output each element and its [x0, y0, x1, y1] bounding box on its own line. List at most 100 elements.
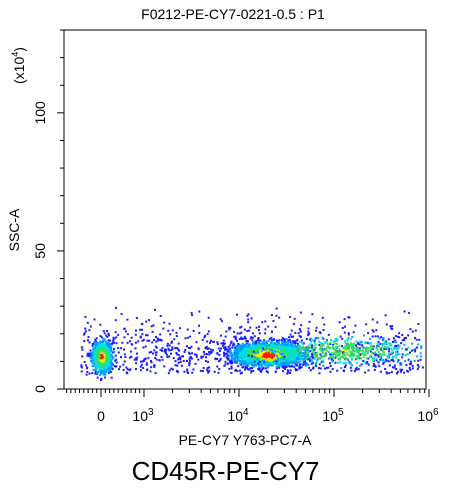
- event-dot: [182, 360, 185, 362]
- event-dot: [299, 348, 302, 351]
- event-dot: [100, 364, 103, 367]
- event-dot: [232, 344, 235, 347]
- event-dot: [103, 338, 106, 341]
- event-dot: [246, 359, 248, 362]
- event-dot: [300, 354, 303, 357]
- event-dot: [269, 358, 272, 361]
- event-dot: [326, 342, 329, 345]
- event-dot: [344, 354, 347, 357]
- event-dot: [315, 326, 318, 329]
- event-dot: [261, 321, 264, 324]
- event-dot: [208, 369, 211, 372]
- event-dot: [268, 347, 271, 350]
- event-dot: [298, 334, 301, 337]
- event-dot: [94, 362, 97, 365]
- event-dot: [285, 364, 288, 367]
- event-dot: [195, 353, 198, 356]
- event-dot: [243, 363, 246, 366]
- event-dot: [216, 358, 219, 360]
- event-dot: [240, 351, 243, 354]
- event-dot: [88, 372, 91, 375]
- event-dot: [179, 358, 182, 361]
- event-dot: [344, 364, 347, 367]
- event-dot: [391, 341, 394, 343]
- event-dot: [108, 351, 110, 354]
- event-dot: [264, 328, 267, 331]
- event-dot: [102, 352, 105, 355]
- event-dot: [102, 340, 105, 343]
- event-dot: [253, 351, 256, 354]
- event-dot: [279, 355, 281, 358]
- event-dot: [391, 358, 394, 361]
- event-dot: [106, 342, 109, 345]
- event-dot: [103, 359, 106, 362]
- event-dot: [363, 353, 366, 356]
- event-dot: [166, 344, 169, 347]
- event-dot: [269, 354, 272, 357]
- event-dot: [349, 361, 352, 364]
- event-dot: [134, 347, 137, 350]
- event-dot: [150, 359, 152, 362]
- event-dot: [275, 367, 278, 370]
- event-dot: [265, 348, 268, 351]
- event-dot: [307, 352, 310, 355]
- event-dot: [296, 368, 299, 371]
- event-dot: [94, 371, 97, 373]
- event-dot: [317, 336, 320, 339]
- event-dot: [108, 354, 111, 357]
- event-dot: [342, 349, 345, 352]
- event-dot: [321, 345, 324, 348]
- event-dot: [291, 349, 293, 352]
- event-dot: [349, 350, 352, 353]
- event-dot: [86, 352, 89, 355]
- event-dot: [334, 356, 337, 359]
- event-dot: [305, 351, 308, 353]
- event-dot: [270, 339, 273, 342]
- event-dot: [206, 367, 209, 370]
- event-dot: [234, 360, 237, 363]
- event-dot: [287, 370, 290, 373]
- event-dot: [100, 336, 103, 339]
- event-dot: [414, 329, 417, 332]
- event-dot: [259, 369, 262, 372]
- event-dot: [374, 365, 377, 368]
- event-dot: [386, 372, 389, 375]
- event-dot: [360, 345, 363, 348]
- event-dot: [300, 341, 303, 344]
- event-dot: [274, 361, 277, 364]
- event-dot: [80, 364, 83, 367]
- event-dot: [210, 348, 213, 351]
- event-dot: [92, 357, 95, 360]
- event-dot: [153, 364, 156, 367]
- event-dot: [360, 349, 363, 352]
- event-dot: [294, 344, 297, 347]
- event-dot: [304, 364, 307, 367]
- event-dot: [186, 360, 188, 362]
- event-dot: [281, 356, 284, 358]
- event-dot: [80, 346, 83, 349]
- event-dot: [385, 340, 388, 343]
- event-dot: [107, 365, 110, 368]
- event-dot: [112, 350, 115, 353]
- event-dot: [164, 352, 167, 354]
- event-dot: [325, 353, 328, 356]
- event-dot: [356, 346, 359, 349]
- event-dot: [346, 345, 349, 348]
- event-dot: [287, 349, 290, 352]
- event-dot: [311, 355, 314, 358]
- event-dot: [289, 372, 292, 374]
- event-dot: [99, 372, 102, 375]
- event-dot: [92, 342, 95, 345]
- event-dot: [349, 338, 352, 341]
- event-dot: [283, 338, 286, 341]
- event-dot: [390, 352, 393, 354]
- event-dot: [115, 336, 118, 339]
- event-dot: [251, 339, 254, 342]
- event-dot: [365, 347, 368, 350]
- event-dot: [283, 347, 285, 350]
- event-dot: [378, 352, 381, 355]
- event-dot: [346, 357, 349, 360]
- event-dot: [338, 321, 341, 324]
- event-dot: [330, 358, 333, 361]
- event-dot: [246, 330, 249, 333]
